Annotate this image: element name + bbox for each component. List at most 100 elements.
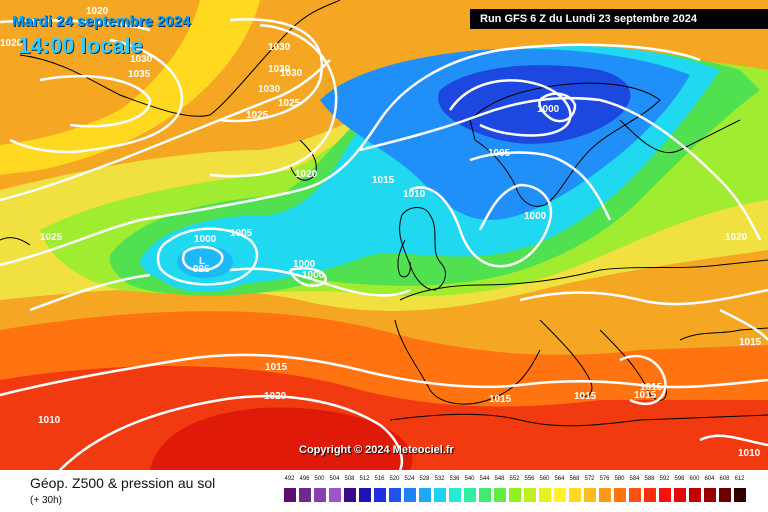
legend-tick-label: 572: [584, 476, 595, 482]
legend-swatch: [689, 488, 701, 502]
legend-tick-label: 544: [479, 476, 490, 482]
legend-tick-label: 500: [314, 476, 325, 482]
legend-tick-label: 608: [719, 476, 730, 482]
isobar-label: 1005: [488, 148, 511, 159]
coastlines: [0, 0, 768, 427]
legend-swatch: [569, 488, 581, 502]
legend-swatch: [359, 488, 371, 502]
isobar-label: 1025: [278, 98, 301, 109]
isobar-label: 1020: [264, 391, 287, 402]
legend-swatch: [419, 488, 431, 502]
legend-tick-label: 564: [554, 476, 565, 482]
legend-tick-label: 556: [524, 476, 535, 482]
legend-swatch: [284, 488, 296, 502]
legend-swatch: [674, 488, 686, 502]
legend-tick-label: 612: [734, 476, 745, 482]
isobar-label: 1010: [38, 415, 61, 426]
isobar-label: 1035: [128, 69, 151, 80]
azores-high-fill: [150, 407, 413, 470]
map-footer: Géop. Z500 & pression au sol (+ 30h) 492…: [0, 470, 768, 512]
run-info-banner: Run GFS 6 Z du Lundi 23 septembre 2024: [470, 9, 768, 29]
isobar-label: 1000: [524, 211, 547, 222]
isobar-label: 995: [193, 264, 210, 275]
isobar-label: 1015: [739, 337, 762, 348]
isobar-label: 1020: [295, 169, 318, 180]
legend-tick-label: 540: [464, 476, 475, 482]
isobar-label: 1000: [194, 234, 217, 245]
copyright-notice: Copyright © 2024 Meteociel.fr: [299, 444, 454, 456]
legend-swatch: [554, 488, 566, 502]
isobar-label: 1015: [489, 394, 512, 405]
isobar-labels: 1020 1030 1035 1030 1030 1030 1030 1025 …: [0, 6, 762, 459]
legend-swatch: [704, 488, 716, 502]
legend-swatch: [344, 488, 356, 502]
weather-map: L 1020 1030 1035 1030 1030 1030 1030 102…: [0, 0, 768, 470]
legend-tick-label: 516: [374, 476, 385, 482]
isobar-label: 1010: [403, 189, 426, 200]
legend-swatch: [479, 488, 491, 502]
legend-tick-label: 532: [434, 476, 445, 482]
legend-swatch: [434, 488, 446, 502]
legend-tick-label: 508: [344, 476, 355, 482]
legend-swatch: [389, 488, 401, 502]
isobar-label: 1030: [268, 42, 291, 53]
legend-tick-label: 568: [569, 476, 580, 482]
forecast-date: Mardi 24 septembre 2024: [12, 13, 191, 30]
legend-tick-label: 584: [629, 476, 640, 482]
legend-swatch: [449, 488, 461, 502]
isobar-label: 1005: [230, 228, 253, 239]
legend-tick-label: 492: [284, 476, 295, 482]
isobar-label: 1015: [265, 362, 288, 373]
legend-swatch: [524, 488, 536, 502]
legend-swatch: [329, 488, 341, 502]
legend-swatch: [719, 488, 731, 502]
legend-tick-label: 592: [659, 476, 670, 482]
legend-tick-label: 536: [449, 476, 460, 482]
greenland-high-core: [0, 0, 200, 145]
legend-swatch: [494, 488, 506, 502]
variable-title: Géop. Z500 & pression au sol: [30, 475, 216, 491]
legend-tick-label: 552: [509, 476, 520, 482]
isobar-label: 1030: [258, 84, 281, 95]
isobar-label: 1030: [280, 68, 303, 79]
legend-tick-label: 596: [674, 476, 685, 482]
legend-swatch: [629, 488, 641, 502]
legend-tick-label: 604: [704, 476, 715, 482]
legend-tick-label: 496: [299, 476, 310, 482]
isobar-label: 1020: [0, 38, 23, 49]
legend-tick-label: 528: [419, 476, 430, 482]
legend-swatch: [584, 488, 596, 502]
isobar-label: 1000: [537, 104, 560, 115]
legend-swatch: [659, 488, 671, 502]
legend-tick-label: 548: [494, 476, 505, 482]
legend-swatch: [314, 488, 326, 502]
legend-tick-label: 520: [389, 476, 400, 482]
legend-swatch: [599, 488, 611, 502]
legend-tick-label: 560: [539, 476, 550, 482]
isobar-label: 1030: [268, 64, 291, 75]
isobar-label: 1020: [86, 6, 109, 17]
legend-tick-label: 580: [614, 476, 625, 482]
legend-swatch: [509, 488, 521, 502]
isobar-label: 1010: [738, 448, 761, 459]
legend-swatch: [299, 488, 311, 502]
legend-swatch: [734, 488, 746, 502]
isobar-label: 1000: [302, 270, 325, 281]
legend-swatch: [539, 488, 551, 502]
legend-swatch: [404, 488, 416, 502]
isobar-label: 1020: [725, 232, 748, 243]
isobar-label: 1030: [130, 54, 153, 65]
isobar-label: 1015: [634, 390, 657, 401]
forecast-local-time: 14:00 locale: [18, 33, 143, 58]
legend-tick-label: 524: [404, 476, 415, 482]
isobar-label: 1015: [372, 175, 395, 186]
isobar-label: 1025: [40, 232, 63, 243]
legend-tick-label: 504: [329, 476, 340, 482]
isobars: [0, 18, 768, 470]
color-scale-legend: 492 496 500 504 508 512 516 520 524 528 532 536 540 5…: [283, 476, 753, 510]
isobar-label: 1025: [246, 110, 269, 121]
low-pressure-symbol: L: [199, 256, 205, 267]
legend-swatch: [374, 488, 386, 502]
legend-tick-label: 576: [599, 476, 610, 482]
isobar-label: 1000: [293, 259, 316, 270]
